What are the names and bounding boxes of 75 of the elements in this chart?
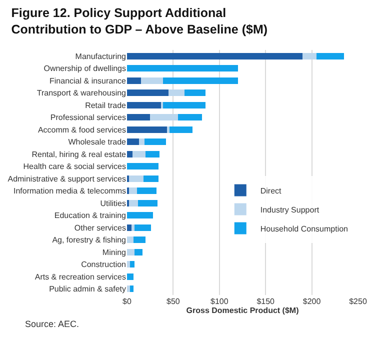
bar [316, 52, 344, 60]
bar [127, 248, 134, 256]
legend-label: Industry Support [260, 205, 320, 214]
x-tick-label: $150 [256, 297, 276, 306]
x-axis-title: Gross Domestic Product ($M) [186, 306, 300, 316]
bar [163, 102, 206, 108]
bar [137, 188, 157, 194]
bar [127, 212, 153, 219]
y-tick-label: Financial & insurance [50, 76, 127, 86]
y-tick-label: Ag, forestry & fishing [52, 236, 126, 245]
y-tick-label: Public admin & safety [49, 284, 126, 294]
x-tick-label: $200 [302, 297, 322, 306]
bar [127, 286, 130, 292]
bar [178, 114, 202, 121]
bar [140, 77, 164, 84]
y-tick-label: Ownership of dwellings [44, 64, 126, 74]
bar [127, 150, 133, 158]
bar [127, 114, 150, 121]
y-tick-label: Accomm & food services [38, 125, 126, 134]
y-tick-label: Manufacturing [75, 52, 126, 61]
chart-title: Figure 12. Policy Support Additional Contribution to GDP – Above Baseline ($M) [11, 6, 268, 36]
bar [130, 286, 134, 292]
bar [302, 52, 316, 60]
y-tick-label: Utilities [100, 198, 126, 208]
y-tick-label: Information media & telecomms [14, 186, 126, 196]
y-tick-label: Professional services [50, 113, 126, 122]
y-tick-label: Other services [74, 223, 126, 232]
legend-label: Household Consumption [260, 224, 348, 234]
bar [127, 138, 140, 146]
bar [128, 200, 138, 206]
bar [150, 114, 178, 121]
bar [127, 52, 303, 60]
bar [127, 273, 134, 280]
bar [127, 261, 130, 268]
y-tick-label: Rental, hiring & real estate [32, 150, 127, 159]
bar [127, 90, 169, 96]
bar [163, 77, 238, 84]
bar [184, 90, 206, 96]
bar [168, 90, 184, 96]
bar [128, 175, 144, 182]
bar [139, 138, 145, 146]
y-tick-label: Retail trade [85, 100, 127, 110]
y-tick-label: Wholesale trade [68, 138, 127, 147]
y-tick-label: Education & training [54, 211, 126, 220]
bar [170, 126, 193, 133]
legend-label: Direct [260, 186, 282, 196]
y-tick-label: Mining [102, 248, 126, 257]
bar [127, 77, 141, 84]
bar [127, 102, 162, 108]
x-tick-label: $0 [122, 297, 132, 306]
bar [144, 175, 158, 182]
y-tick-label: Administrative & support services [8, 174, 126, 184]
x-tick-label: $50 [166, 297, 180, 306]
y-tick-label: Arts & recreation services [34, 272, 126, 282]
bar [130, 261, 134, 268]
source-note: Source: AEC. [25, 319, 80, 329]
bar [144, 138, 166, 146]
bar [145, 150, 160, 158]
bar [127, 65, 238, 72]
x-tick-label: $250 [349, 297, 368, 306]
y-tick-label: Construction [81, 260, 126, 270]
bar [128, 188, 138, 194]
bar [134, 248, 143, 256]
bar [134, 224, 152, 231]
bar [132, 150, 146, 158]
y-tick-label: Transport & warehousing [36, 88, 126, 98]
bar [127, 224, 132, 231]
bar [132, 224, 134, 231]
x-tick-label: $100 [210, 297, 229, 306]
bar [127, 236, 134, 244]
y-tick-label: Health care & social services [23, 162, 126, 172]
bar [127, 163, 158, 170]
bar [133, 236, 146, 244]
bar [138, 200, 158, 206]
bar [127, 126, 168, 133]
